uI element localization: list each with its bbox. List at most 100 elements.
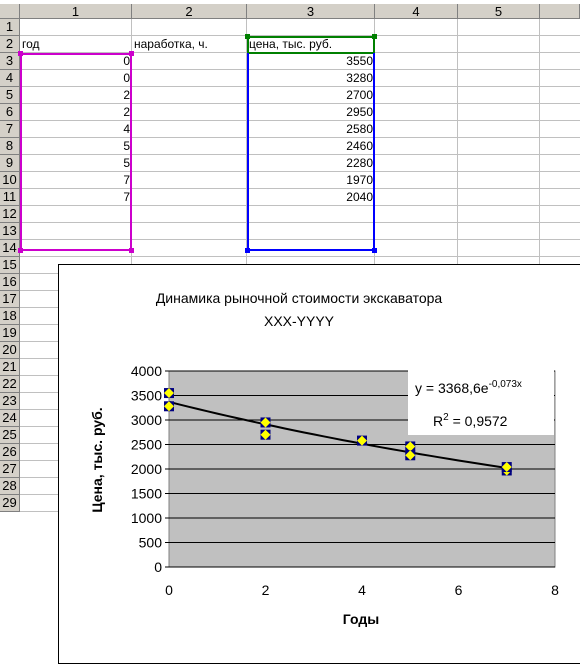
selection-handle[interactable] — [245, 34, 250, 39]
row-header-7[interactable]: 7 — [0, 121, 20, 138]
column-header-4[interactable]: 4 — [375, 4, 458, 19]
cell-price[interactable]: 2460 — [346, 139, 373, 153]
row-header-23[interactable]: 23 — [0, 393, 20, 410]
cell-year[interactable]: 7 — [123, 190, 130, 204]
grid-hline — [20, 35, 580, 36]
row-header-18[interactable]: 18 — [0, 308, 20, 325]
grid-hline — [20, 188, 580, 189]
cell-year[interactable]: 2 — [123, 88, 130, 102]
trendline-equation: y = 3368,6e-0,073x — [415, 379, 522, 396]
r-squared-value: = 0,9572 — [449, 413, 508, 429]
row-header-24[interactable]: 24 — [0, 410, 20, 427]
row-header-26[interactable]: 26 — [0, 444, 20, 461]
column-header-2[interactable]: 2 — [132, 4, 247, 19]
cell-price[interactable]: 2950 — [346, 105, 373, 119]
trendline-equation-box[interactable] — [408, 368, 554, 435]
grid-hline — [20, 222, 580, 223]
chart-svg: Динамика рыночной стоимости экскаватора … — [89, 290, 559, 627]
y-axis-label: Цена, тыс. руб. — [89, 407, 105, 512]
column-header-6[interactable] — [540, 4, 580, 19]
cell-year[interactable]: 5 — [123, 156, 130, 170]
r-squared-r: R — [433, 413, 443, 429]
row-header-14[interactable]: 14 — [0, 240, 20, 257]
cell-price[interactable]: 3280 — [346, 71, 373, 85]
row-header-6[interactable]: 6 — [0, 104, 20, 121]
row-header-11[interactable]: 11 — [0, 189, 20, 206]
row-header-10[interactable]: 10 — [0, 172, 20, 189]
row-header-2[interactable]: 2 — [0, 36, 20, 53]
equation-exponent: -0,073x — [489, 379, 522, 390]
row-header-20[interactable]: 20 — [0, 342, 20, 359]
cell-price[interactable]: 2580 — [346, 122, 373, 136]
row-header-29[interactable]: 29 — [0, 495, 20, 512]
grid-hline — [20, 256, 580, 257]
selection-handle[interactable] — [18, 51, 23, 56]
row-header-27[interactable]: 27 — [0, 461, 20, 478]
x-tick-label: 8 — [551, 582, 559, 598]
data-point-marker — [164, 401, 174, 412]
cell-year[interactable]: 2 — [123, 105, 130, 119]
cell-1-2[interactable]: наработка, ч. — [134, 37, 208, 51]
selection-handle[interactable] — [245, 248, 250, 253]
chart-area[interactable]: Динамика рыночной стоимости экскаватора … — [58, 264, 580, 664]
column-header-3[interactable]: 3 — [247, 4, 375, 19]
trendline[interactable] — [168, 400, 507, 469]
row-header-22[interactable]: 22 — [0, 376, 20, 393]
cell-price[interactable]: 2280 — [346, 156, 373, 170]
selection-handle[interactable] — [129, 248, 134, 253]
cell-price[interactable]: 2040 — [346, 190, 373, 204]
row-header-16[interactable]: 16 — [0, 274, 20, 291]
grid-hline — [20, 103, 580, 104]
y-tick-label: 2500 — [131, 437, 162, 453]
corner-cell[interactable] — [0, 4, 20, 19]
cell-year[interactable]: 5 — [123, 139, 130, 153]
y-tick-label: 3500 — [131, 388, 162, 404]
y-tick-label: 0 — [154, 559, 162, 575]
row-header-12[interactable]: 12 — [0, 206, 20, 223]
selection-handle[interactable] — [372, 248, 377, 253]
cell-price[interactable]: 2700 — [346, 88, 373, 102]
cell-price[interactable]: 3550 — [346, 54, 373, 68]
cell-price[interactable]: 1970 — [346, 173, 373, 187]
row-header-25[interactable]: 25 — [0, 427, 20, 444]
selection-range-header — [247, 36, 375, 54]
r-squared-sup: 2 — [443, 412, 449, 423]
chart-title-line1: Динамика рыночной стоимости экскаватора — [156, 290, 443, 306]
row-header-9[interactable]: 9 — [0, 155, 20, 172]
grid-hline — [20, 86, 580, 87]
row-header-3[interactable]: 3 — [0, 53, 20, 70]
row-header-17[interactable]: 17 — [0, 291, 20, 308]
row-header-8[interactable]: 8 — [0, 138, 20, 155]
selection-handle[interactable] — [372, 34, 377, 39]
row-header-28[interactable]: 28 — [0, 478, 20, 495]
selection-handle[interactable] — [18, 248, 23, 253]
y-tick-label: 3000 — [131, 412, 162, 428]
cell-1-3[interactable]: цена, тыс. руб. — [249, 37, 333, 51]
cell-year[interactable]: 7 — [123, 173, 130, 187]
selection-handle[interactable] — [129, 51, 134, 56]
data-point-marker — [260, 417, 271, 428]
cell-year[interactable]: 0 — [123, 54, 130, 68]
row-header-15[interactable]: 15 — [0, 257, 20, 274]
row-header-13[interactable]: 13 — [0, 223, 20, 240]
data-points — [164, 388, 512, 476]
grid-hline — [20, 171, 580, 172]
row-header-1[interactable]: 1 — [0, 19, 20, 36]
cell-year[interactable]: 4 — [123, 122, 130, 136]
row-header-5[interactable]: 5 — [0, 87, 20, 104]
selection-range-prices — [247, 53, 375, 251]
row-header-4[interactable]: 4 — [0, 70, 20, 87]
y-tick-label: 1000 — [131, 510, 162, 526]
cell-year[interactable]: 0 — [123, 71, 130, 85]
column-header-5[interactable]: 5 — [458, 4, 540, 19]
equation-main: y = 3368,6e — [415, 380, 489, 396]
column-header-1[interactable]: 1 — [20, 4, 132, 19]
grid-hline — [20, 137, 580, 138]
chart-title-line2: XXX-YYYY — [264, 313, 335, 329]
row-header-19[interactable]: 19 — [0, 325, 20, 342]
x-tick-label: 4 — [358, 582, 366, 598]
data-point-marker — [260, 429, 271, 440]
cell-1-1[interactable]: год — [22, 37, 40, 51]
row-header-21[interactable]: 21 — [0, 359, 20, 376]
